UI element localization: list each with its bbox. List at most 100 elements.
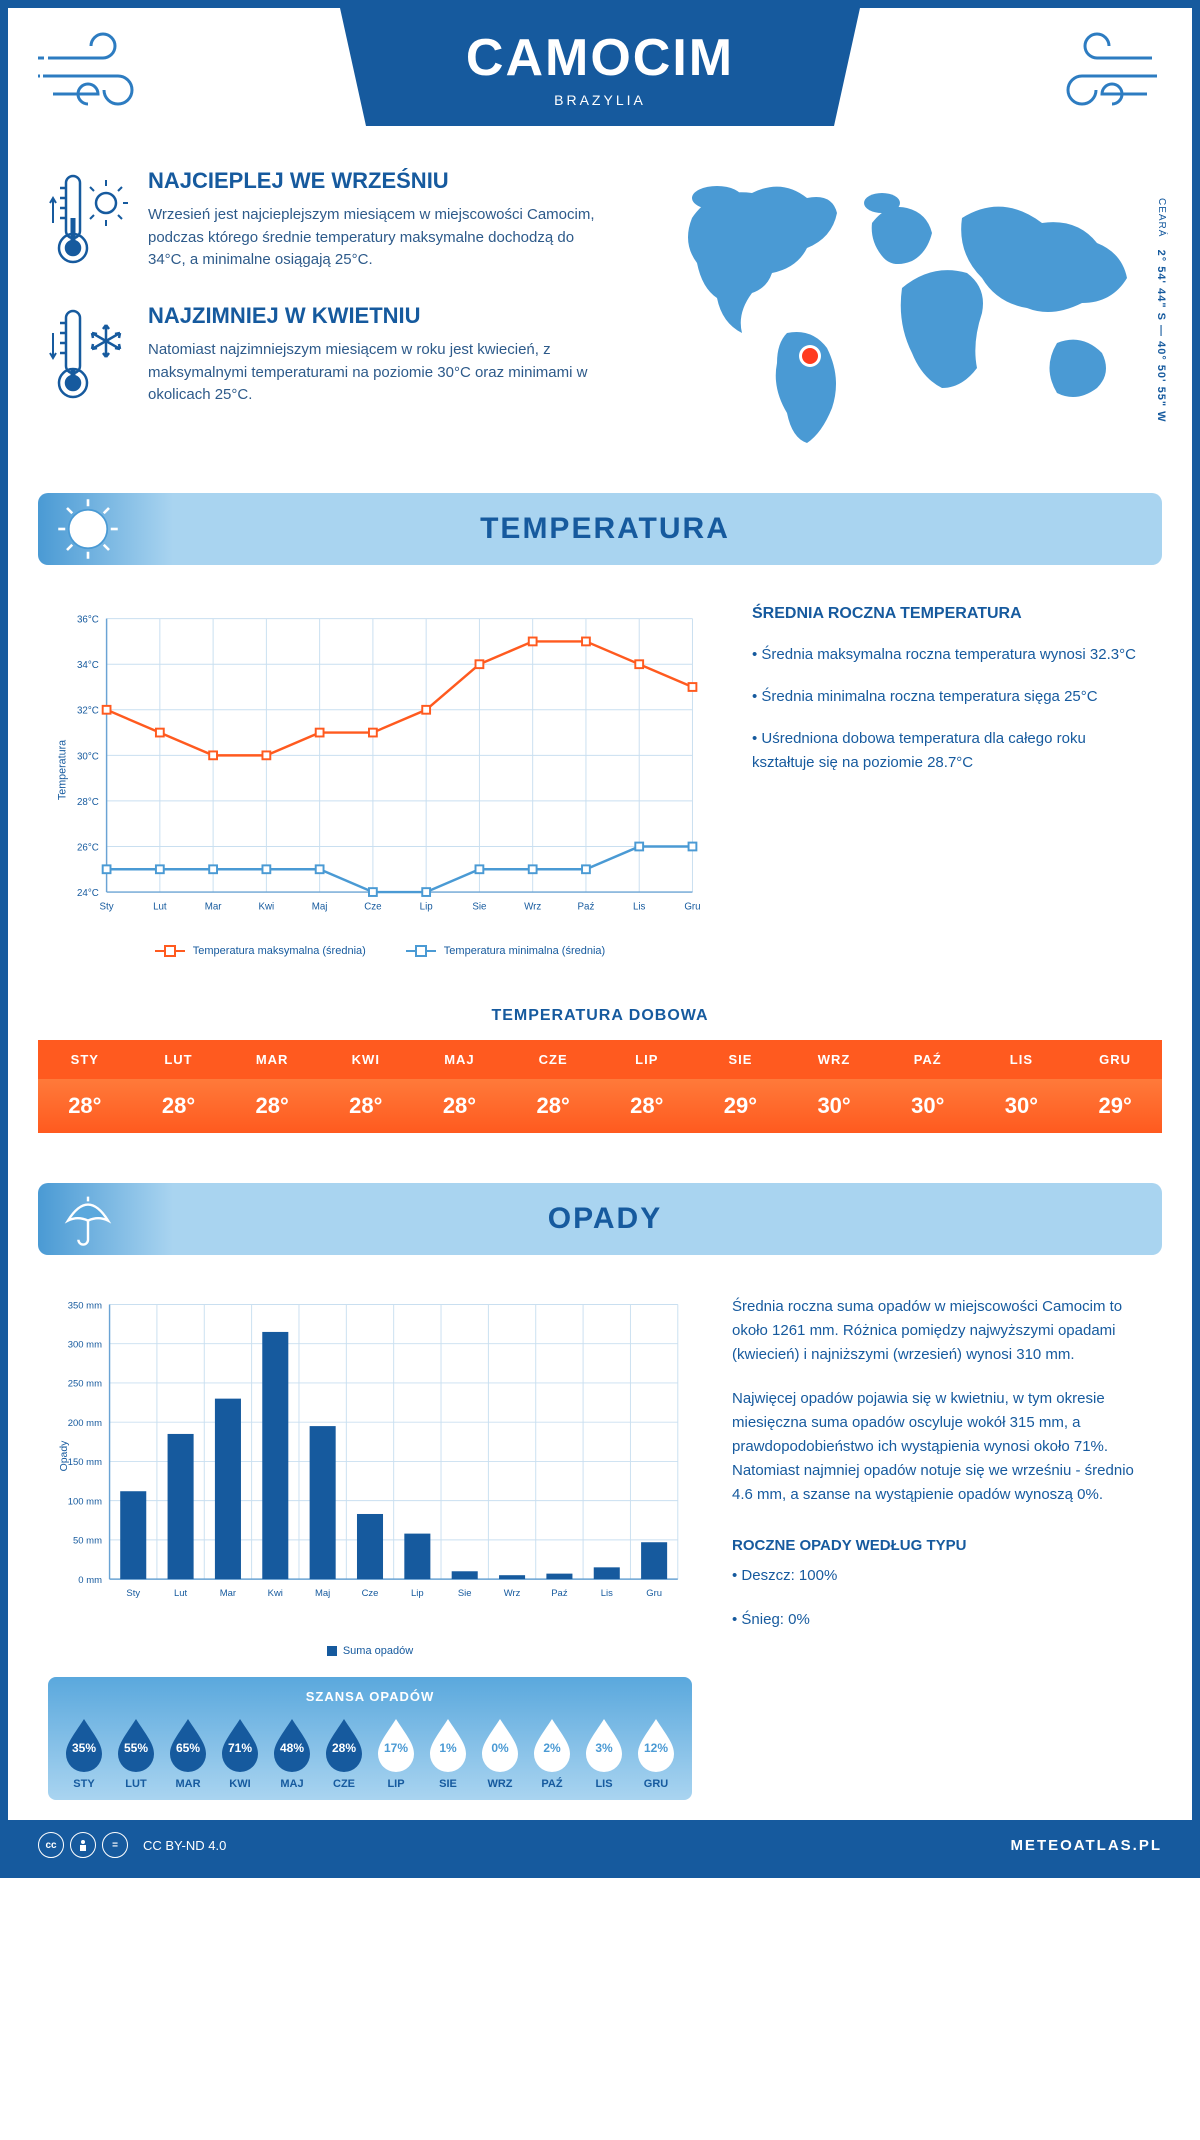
daily-head-cell: CZE [506,1040,600,1079]
temp-legend: Temperatura maksymalna (średnia) Tempera… [48,945,712,957]
license-text: CC BY-ND 4.0 [143,1838,226,1853]
thermometer-sun-icon [48,168,128,273]
svg-text:Cze: Cze [362,1588,379,1599]
sun-icon [48,489,128,569]
svg-text:Lut: Lut [174,1588,188,1599]
daily-head-cell: LIS [975,1040,1069,1079]
temperature-stats: ŚREDNIA ROCZNA TEMPERATURA • Średnia mak… [752,605,1152,957]
page-frame: CAMOCIM BRAZYLIA [0,0,1200,1878]
precipitation-chart: 0 mm 50 mm 100 mm 150 mm 200 mm 250 mm 300 mm 3… [48,1295,692,1800]
cc-icon: cc [38,1832,64,1858]
city-title: CAMOCIM [340,28,860,88]
precipitation-stats: Średnia roczna suma opadów w miejscowośc… [732,1295,1152,1800]
coldest-block: NAJZIMNIEJ W KWIETNIU Natomiast najzimni… [48,303,602,408]
svg-text:28°C: 28°C [77,797,99,808]
svg-text:200 mm: 200 mm [68,1418,102,1429]
svg-text:Gru: Gru [646,1588,662,1599]
chance-drop: 35%STY [58,1716,110,1790]
svg-text:Paź: Paź [551,1588,568,1599]
precip-rain: • Deszcz: 100% [732,1564,1152,1588]
daily-value-cell: 28° [506,1079,600,1133]
svg-text:300 mm: 300 mm [68,1339,102,1350]
temperature-chart: 24°C26°C28°C30°C32°C34°C36°CStyLutMarKwi… [48,605,712,957]
footer: cc = CC BY-ND 4.0 METEOATLAS.PL [8,1820,1192,1870]
chance-drop: 12%GRU [630,1716,682,1790]
header: CAMOCIM BRAZYLIA [8,8,1192,158]
svg-text:32°C: 32°C [77,706,99,717]
temp-stat-2: • Średnia minimalna roczna temperatura s… [752,685,1152,709]
by-icon [70,1832,96,1858]
svg-text:250 mm: 250 mm [68,1379,102,1390]
umbrella-icon [48,1179,128,1259]
precip-legend: Suma opadów [48,1645,692,1657]
daily-temp-title: TEMPERATURA DOBOWA [8,1007,1192,1025]
wind-icon-left [38,28,158,123]
daily-head-cell: LIP [600,1040,694,1079]
svg-text:Paź: Paź [578,902,595,913]
thermometer-snow-icon [48,303,128,408]
daily-value-cell: 29° [1068,1079,1162,1133]
temperature-header: TEMPERATURA [38,493,1162,565]
chance-drop: 55%LUT [110,1716,162,1790]
daily-value-cell: 28° [319,1079,413,1133]
svg-text:Lip: Lip [420,902,434,913]
svg-text:Opady: Opady [59,1440,70,1471]
svg-text:0 mm: 0 mm [78,1575,102,1586]
precipitation-title: OPADY [128,1202,1082,1236]
svg-text:Mar: Mar [205,902,223,913]
svg-text:100 mm: 100 mm [68,1496,102,1507]
nd-icon: = [102,1832,128,1858]
world-map-icon [632,168,1152,458]
svg-text:Sty: Sty [126,1588,140,1599]
chance-drop: 3%LIS [578,1716,630,1790]
svg-text:350 mm: 350 mm [68,1300,102,1311]
svg-text:Maj: Maj [312,902,328,913]
daily-value-cell: 28° [413,1079,507,1133]
svg-text:Lis: Lis [633,902,646,913]
precip-snow: • Śnieg: 0% [732,1608,1152,1632]
svg-text:Maj: Maj [315,1588,330,1599]
precipitation-header: OPADY [38,1183,1162,1255]
daily-value-cell: 30° [881,1079,975,1133]
svg-text:50 mm: 50 mm [73,1536,102,1547]
daily-temp-table: STYLUTMARKWIMAJCZELIPSIEWRZPAŹLISGRU 28°… [38,1040,1162,1133]
svg-text:Sie: Sie [458,1588,472,1599]
daily-head-cell: MAJ [413,1040,507,1079]
chance-panel: SZANSA OPADÓW 35%STY55%LUT65%MAR71%KWI48… [48,1677,692,1800]
chance-drop: 0%WRZ [474,1716,526,1790]
site-name: METEOATLAS.PL [1010,1837,1162,1854]
svg-text:34°C: 34°C [77,660,99,671]
svg-text:26°C: 26°C [77,842,99,853]
svg-text:150 mm: 150 mm [68,1457,102,1468]
chance-drop: 71%KWI [214,1716,266,1790]
wind-icon-right [1042,28,1162,123]
daily-head-cell: PAŹ [881,1040,975,1079]
svg-text:Lis: Lis [601,1588,613,1599]
daily-head-cell: SIE [694,1040,788,1079]
map-area: CEARÁ 2° 54' 44" S — 40° 50' 55" W [632,168,1152,463]
daily-value-cell: 28° [132,1079,226,1133]
chance-drop: 48%MAJ [266,1716,318,1790]
svg-text:Gru: Gru [684,902,700,913]
svg-text:Lut: Lut [153,902,167,913]
title-banner: CAMOCIM BRAZYLIA [340,8,860,126]
temp-stat-3: • Uśredniona dobowa temperatura dla całe… [752,727,1152,775]
location-marker-icon [802,348,818,364]
temperature-title: TEMPERATURA [128,512,1082,546]
temp-stats-title: ŚREDNIA ROCZNA TEMPERATURA [752,605,1152,623]
svg-text:Mar: Mar [220,1588,236,1599]
daily-head-cell: STY [38,1040,132,1079]
intro-section: NAJCIEPLEJ WE WRZEŚNIU Wrzesień jest naj… [8,158,1192,493]
svg-text:Sty: Sty [100,902,114,913]
chance-drop: 65%MAR [162,1716,214,1790]
precip-para-2: Najwięcej opadów pojawia się w kwietniu,… [732,1387,1152,1507]
coordinates: CEARÁ 2° 54' 44" S — 40° 50' 55" W [1155,198,1167,423]
chance-title: SZANSA OPADÓW [58,1689,682,1704]
svg-text:Wrz: Wrz [504,1588,521,1599]
cc-icons: cc = [38,1832,128,1858]
svg-text:Temperatura: Temperatura [57,740,69,800]
coldest-text: Natomiast najzimniejszym miesiącem w rok… [148,339,602,407]
daily-value-cell: 28° [225,1079,319,1133]
chance-drop: 2%PAŹ [526,1716,578,1790]
svg-text:Kwi: Kwi [259,902,275,913]
